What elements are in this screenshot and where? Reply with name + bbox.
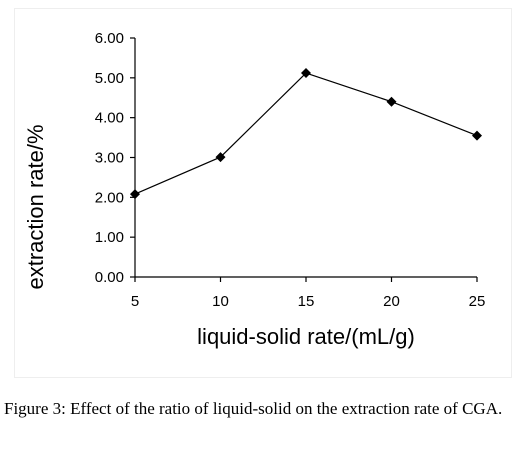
data-point-marker [386,96,397,107]
x-ticks: 5 10 15 20 25 [131,277,486,310]
caption-label: Figure 3: [4,399,66,418]
y-tick-label: 5.00 [95,70,124,87]
y-tick-label: 2.00 [95,189,124,206]
x-tick-label: 25 [469,293,486,310]
series-line [134,72,478,195]
data-point-marker [130,189,140,200]
x-axis-title: liquid-solid rate/(mL/g) [197,324,415,349]
x-tick-label: 20 [383,293,400,310]
x-tick-label: 10 [212,293,229,310]
data-point-marker [215,152,226,163]
y-tick-label: 6.00 [95,30,124,47]
y-tick-label: 0.00 [95,269,124,286]
data-points [130,68,482,200]
data-point-marker [472,130,482,141]
figure-caption: Figure 3: Effect of the ratio of liquid-… [4,397,522,421]
caption-text: Effect of the ratio of liquid-solid on t… [65,399,503,418]
y-ticks: 0.00 1.00 2.00 3.00 4.00 5.00 6.00 [95,30,135,286]
y-tick-label: 1.00 [95,229,124,246]
y-axis-title: extraction rate/% [23,124,48,289]
y-tick-label: 3.00 [95,150,124,167]
x-tick-label: 15 [298,293,315,310]
figure-panel [14,8,512,378]
data-point-marker [301,68,311,79]
line-chart: 0.00 1.00 2.00 3.00 4.00 5.00 6.00 5 10 15 20 25 e… [23,30,486,349]
y-tick-label: 4.00 [95,110,124,127]
x-tick-label: 5 [131,293,139,310]
